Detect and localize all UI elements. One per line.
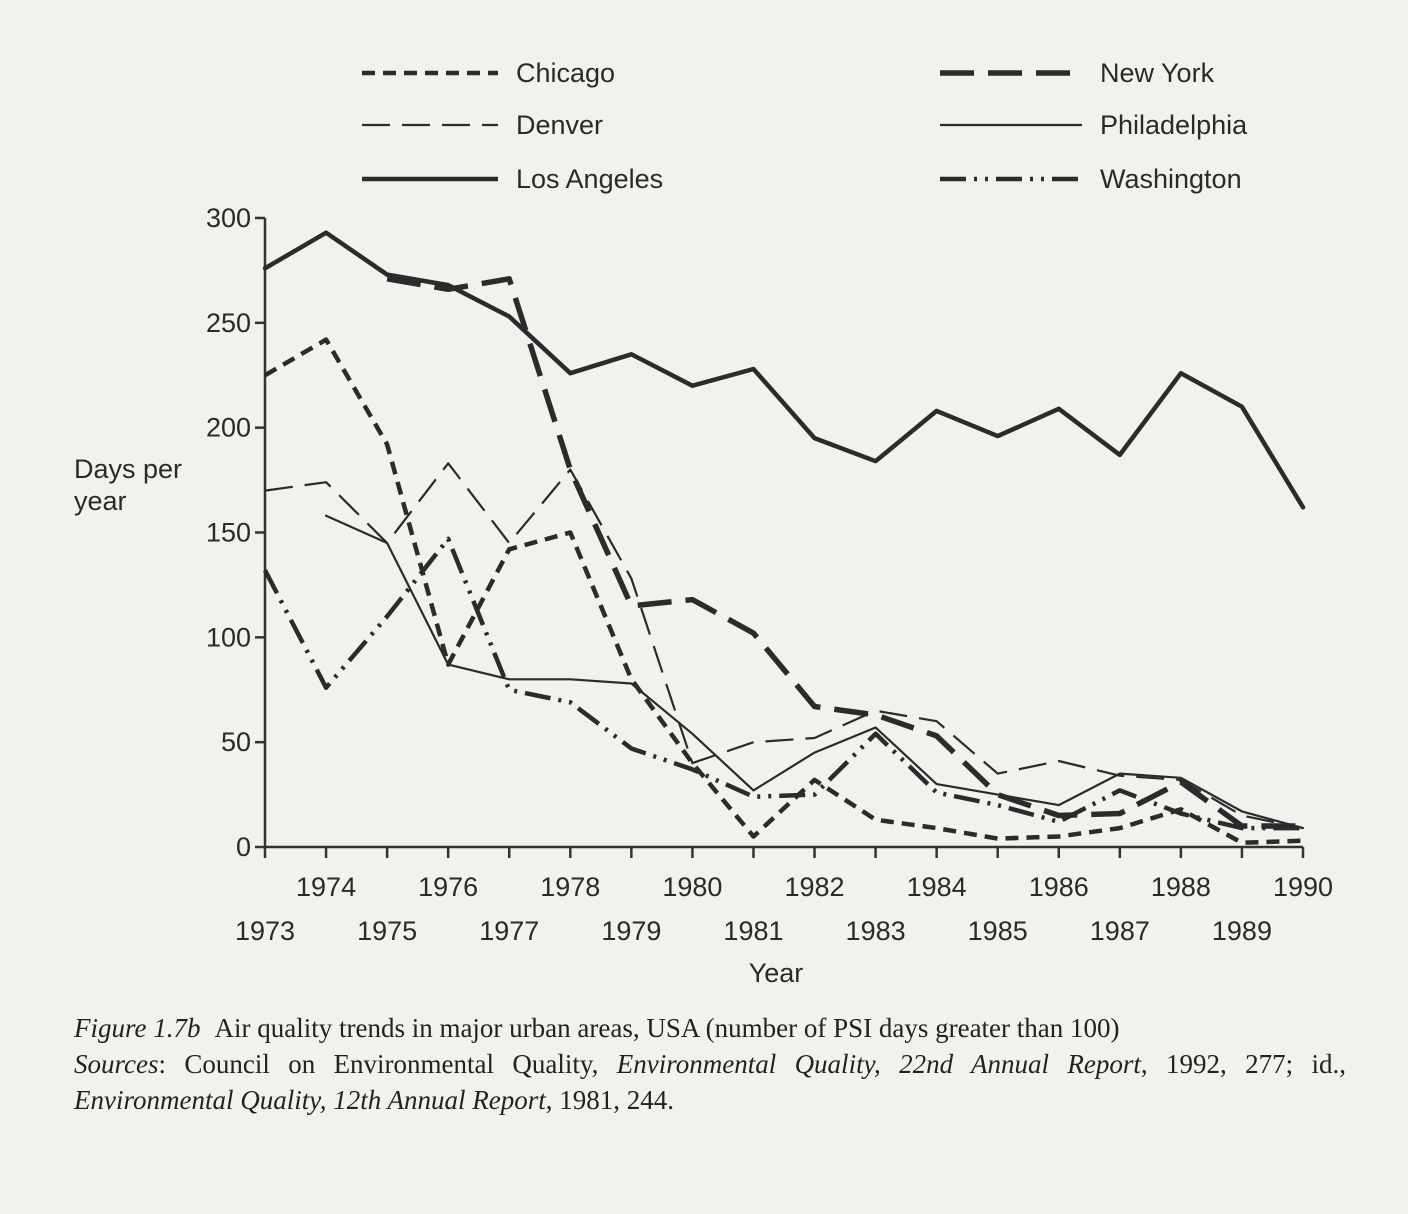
x-tick-label: 1980 xyxy=(662,872,722,902)
x-tick-label: 1979 xyxy=(601,916,661,946)
figure-label: Figure 1.7b xyxy=(74,1013,201,1043)
y-tick-label: 300 xyxy=(206,203,251,233)
y-axis-label-line2: year xyxy=(74,486,127,516)
sources-title-2: Environmental Quality, 12th Annual Repor… xyxy=(74,1085,546,1115)
figure-caption: Figure 1.7b Air quality trends in major u… xyxy=(74,1010,1346,1118)
x-tick-label: 1977 xyxy=(479,916,539,946)
legend-label: Denver xyxy=(516,110,603,140)
x-tick-label: 1988 xyxy=(1151,872,1211,902)
legend-label: Los Angeles xyxy=(516,164,663,194)
x-tick-label: 1987 xyxy=(1090,916,1150,946)
series-layer xyxy=(262,230,1306,846)
series-line-chicago xyxy=(263,337,1304,846)
x-tick-label: 1990 xyxy=(1273,872,1333,902)
x-tick-label: 1981 xyxy=(723,916,783,946)
y-tick-label: 0 xyxy=(236,832,251,862)
x-axis-label: Year xyxy=(749,958,804,988)
y-tick-label: 150 xyxy=(206,518,251,548)
series-line-denver xyxy=(264,462,1304,830)
x-tick-label: 1982 xyxy=(784,872,844,902)
y-tick-label: 100 xyxy=(206,622,251,652)
legend-item-philadelphia: Philadelphia xyxy=(940,110,1248,140)
x-tick-label: 1985 xyxy=(968,916,1028,946)
x-tick-label: 1983 xyxy=(846,916,906,946)
sources-title-1: Environmental Quality, 22nd Annual Repor… xyxy=(616,1049,1141,1079)
sources-part-3: , 1981, 244. xyxy=(545,1085,674,1115)
x-tick-label: 1978 xyxy=(540,872,600,902)
series-washington xyxy=(263,536,1303,831)
x-tick-label: 1974 xyxy=(296,872,356,902)
x-tick-label: 1984 xyxy=(907,872,967,902)
legend-label: New York xyxy=(1100,58,1215,88)
series-line-new-york xyxy=(386,276,1303,829)
legend-item-washington: Washington xyxy=(940,164,1242,194)
series-line-los-angeles xyxy=(262,230,1306,510)
series-chicago xyxy=(263,337,1304,846)
sources-part-1: : Council on Environmental Quality, xyxy=(158,1049,617,1079)
legend-label: Washington xyxy=(1100,164,1242,194)
legend: Chicago Denver Los Angeles New York Philadel… xyxy=(362,58,1248,194)
caption-sources: Sources: Council on Environmental Qualit… xyxy=(74,1046,1346,1118)
caption-title: Figure 1.7b Air quality trends in major u… xyxy=(74,1010,1346,1046)
x-tick-label: 1976 xyxy=(418,872,478,902)
line-chart: Chicago Denver Los Angeles New York Philadel… xyxy=(74,58,1333,988)
series-line-philadelphia xyxy=(325,514,1305,830)
legend-item-denver: Denver xyxy=(362,110,603,140)
x-tick-label: 1975 xyxy=(357,916,417,946)
series-new-york xyxy=(386,276,1303,829)
sources-label: Sources xyxy=(74,1049,159,1079)
sources-part-2: , 1992, 277; id., xyxy=(1140,1049,1346,1079)
series-philadelphia xyxy=(325,514,1305,830)
legend-item-los-angeles: Los Angeles xyxy=(362,164,663,194)
y-tick-label: 200 xyxy=(206,413,251,443)
series-denver xyxy=(264,462,1304,830)
legend-item-new-york: New York xyxy=(940,58,1215,88)
legend-label: Chicago xyxy=(516,58,615,88)
caption-text: Air quality trends in major urban areas,… xyxy=(214,1013,1120,1043)
x-tick-label: 1986 xyxy=(1029,872,1089,902)
series-line-washington xyxy=(263,536,1303,831)
y-tick-label: 50 xyxy=(221,727,251,757)
x-tick-label: 1989 xyxy=(1212,916,1272,946)
series-los-angeles xyxy=(262,230,1306,510)
x-tick-label: 1973 xyxy=(235,916,295,946)
legend-label: Philadelphia xyxy=(1100,110,1248,140)
y-tick-label: 250 xyxy=(206,308,251,338)
y-axis-label-line1: Days per xyxy=(74,454,182,484)
legend-item-chicago: Chicago xyxy=(362,58,615,88)
